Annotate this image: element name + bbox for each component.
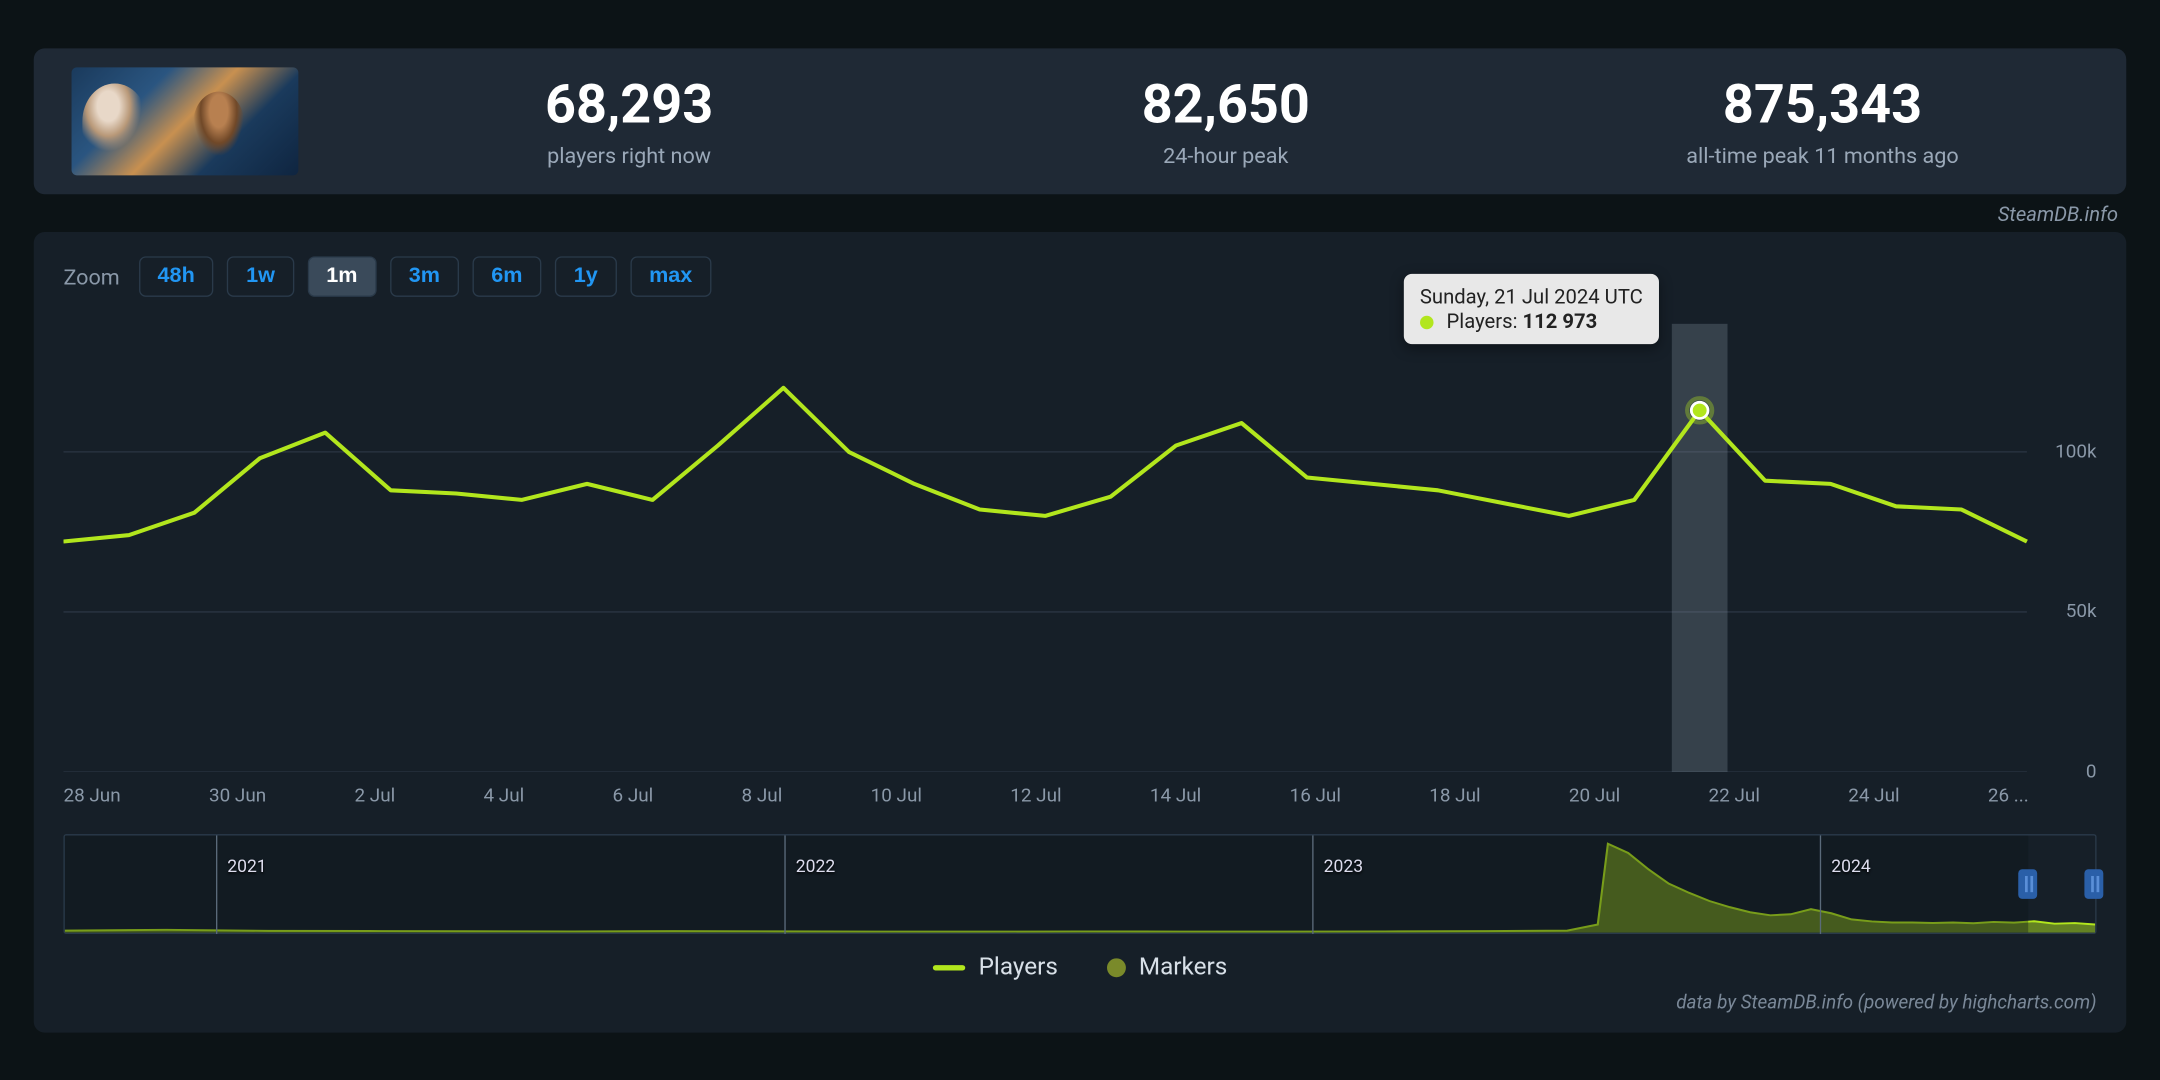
legend-swatch: [1106, 957, 1125, 976]
legend-label: Players: [979, 952, 1058, 980]
y-axis-label: 50k: [2066, 601, 2097, 623]
tooltip-date: Sunday, 21 Jul 2024 UTC: [1420, 285, 1643, 309]
tooltip-series-label: Players:: [1447, 309, 1518, 333]
zoom-controls: Zoom 48h 1w 1m 3m 6m 1y max: [63, 256, 2096, 297]
x-axis-label: 6 Jul: [613, 785, 654, 807]
x-axis-label: 4 Jul: [483, 785, 524, 807]
stat-all-time-peak: 875,343 all-time peak 11 months ago: [1557, 74, 2089, 167]
navigator-chart[interactable]: 2021 2022 2023 2024: [63, 834, 2096, 934]
stat-label: 24-hour peak: [960, 142, 1492, 168]
stat-24h-peak: 82,650 24-hour peak: [960, 74, 1492, 167]
stat-value: 68,293: [363, 74, 895, 133]
chart-legend: Players Markers: [63, 952, 2096, 980]
zoom-btn-max[interactable]: max: [630, 256, 711, 297]
x-axis-label: 30 Jun: [209, 785, 266, 807]
x-axis-label: 26 ...: [1988, 785, 2029, 807]
stat-value: 82,650: [960, 74, 1492, 133]
stats-header: 68,293 players right now 82,650 24-hour …: [34, 48, 2127, 194]
x-axis-label: 22 Jul: [1709, 785, 1760, 807]
chart-card: Zoom 48h 1w 1m 3m 6m 1y max 0 50k 100k Sunday, 2…: [34, 232, 2127, 1033]
zoom-btn-1w[interactable]: 1w: [227, 256, 294, 297]
top-attribution: SteamDB.info: [34, 202, 2118, 226]
nav-handle-left[interactable]: [2018, 869, 2037, 899]
stat-players-now: 68,293 players right now: [363, 74, 895, 167]
x-axis-label: 14 Jul: [1150, 785, 1201, 807]
tooltip-series-dot: [1420, 316, 1434, 330]
zoom-btn-1y[interactable]: 1y: [555, 256, 617, 297]
footer-attribution: data by SteamDB.info (powered by highcha…: [63, 992, 2096, 1014]
zoom-btn-48h[interactable]: 48h: [139, 256, 214, 297]
x-axis-label: 8 Jul: [742, 785, 783, 807]
y-axis-label: 100k: [2055, 441, 2096, 463]
zoom-btn-3m[interactable]: 3m: [390, 256, 459, 297]
stat-label: players right now: [363, 142, 895, 168]
legend-markers[interactable]: Markers: [1106, 952, 1227, 980]
x-axis-label: 2 Jul: [354, 785, 395, 807]
game-thumbnail: [72, 67, 299, 175]
x-axis-labels: 28 Jun 30 Jun 2 Jul 4 Jul 6 Jul 8 Jul 10 Jul 12…: [63, 772, 2096, 807]
main-chart[interactable]: 050k100k Sunday, 21 Jul 2024 UTC Players…: [63, 313, 2096, 772]
tooltip-value: 112 973: [1523, 309, 1598, 333]
legend-players[interactable]: Players: [933, 952, 1058, 980]
legend-swatch: [933, 964, 965, 969]
nav-year-label: 2023: [1324, 857, 1363, 877]
zoom-btn-1m[interactable]: 1m: [307, 256, 376, 297]
nav-year-label: 2022: [796, 857, 835, 877]
zoom-btn-6m[interactable]: 6m: [472, 256, 541, 297]
nav-year-label: 2021: [227, 857, 266, 877]
stat-label: all-time peak 11 months ago: [1557, 142, 2089, 168]
x-axis-label: 12 Jul: [1010, 785, 1061, 807]
x-axis-label: 24 Jul: [1848, 785, 1899, 807]
y-axis-label: 0: [2086, 761, 2097, 783]
chart-tooltip: Sunday, 21 Jul 2024 UTC Players: 112 973: [1404, 274, 1659, 344]
stat-value: 875,343: [1557, 74, 2089, 133]
x-axis-label: 28 Jun: [63, 785, 120, 807]
legend-label: Markers: [1139, 952, 1227, 980]
zoom-label: Zoom: [63, 263, 119, 289]
nav-handle-right[interactable]: [2085, 869, 2104, 899]
x-axis-label: 10 Jul: [871, 785, 922, 807]
x-axis-label: 16 Jul: [1290, 785, 1341, 807]
nav-year-label: 2024: [1831, 857, 1870, 877]
x-axis-label: 18 Jul: [1429, 785, 1480, 807]
x-axis-label: 20 Jul: [1569, 785, 1620, 807]
